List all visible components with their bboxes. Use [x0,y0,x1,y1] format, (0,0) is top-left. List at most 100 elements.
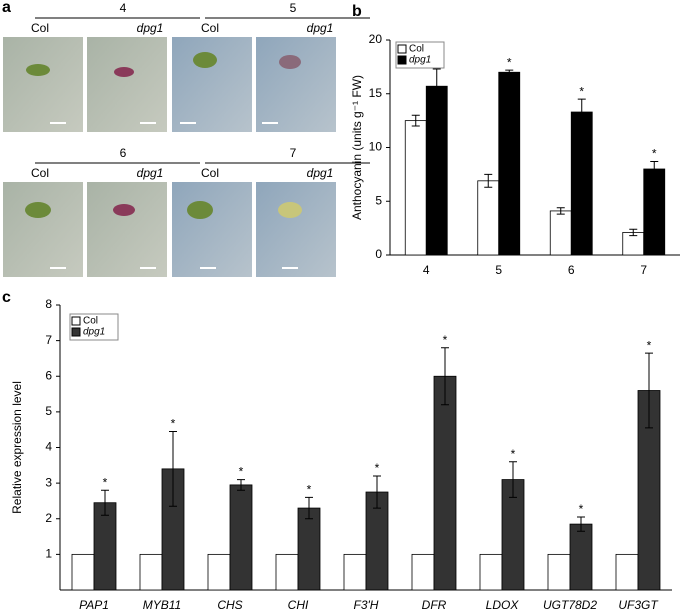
panel-label: a [2,0,11,16]
bar [297,507,321,591]
photo [87,182,167,277]
genotype-label: Col [31,166,49,180]
legend-label: Col [83,316,98,327]
error-bar [484,173,493,188]
genotype-label: dpg1 [307,166,334,180]
y-tick-label: 7 [45,333,52,347]
bar [404,120,427,256]
bar [343,553,367,591]
significance-mark: * [443,333,448,347]
significance-mark: * [307,483,312,497]
day-label: 5 [290,1,297,15]
x-tick-label: 5 [495,263,502,277]
y-tick-label: 5 [375,193,382,207]
bar [71,553,95,591]
error-bar [411,114,420,127]
significance-mark: * [579,502,584,516]
seedlings [25,52,302,219]
y-tick-label: 4 [45,440,52,454]
bar [615,553,639,591]
x-tick-label: UF3GT [618,598,659,612]
y-tick-label: 0 [375,247,382,261]
legend-swatch [71,327,81,337]
bar [425,85,448,256]
legend-label: dpg1 [409,55,431,66]
significance-mark: * [507,55,512,69]
genotype-label: dpg1 [307,21,334,35]
error-bar [650,160,659,178]
bar [570,111,593,256]
error-bar [556,207,565,215]
error-bar [645,352,653,429]
significance-mark: * [511,447,516,461]
bar [275,553,299,591]
photo [3,37,83,132]
genotype-label: dpg1 [137,166,164,180]
significance-mark: * [171,417,176,431]
y-tick-label: 5 [45,404,52,418]
legend-label: dpg1 [83,327,105,338]
scale-bars [50,122,298,269]
photo [256,37,336,132]
error-bar [577,516,585,532]
photo [3,182,83,277]
error-bar [505,69,514,75]
bar [433,375,457,591]
genotype-label: dpg1 [137,21,164,35]
significance-mark: * [652,147,657,161]
error-bar [577,98,586,126]
panel-label: b [352,3,362,20]
x-tick-label: LDOX [486,598,520,612]
bar [479,553,503,591]
y-tick-label: 20 [369,32,383,46]
x-tick-label: PAP1 [79,598,109,612]
significance-mark: * [239,465,244,479]
bar [569,523,593,591]
x-tick-label: 6 [568,263,575,277]
error-bar [629,228,638,237]
significance-mark: * [375,461,380,475]
genotype-label: Col [201,166,219,180]
legend-swatch [397,44,407,54]
photo [87,37,167,132]
significance-mark: * [103,475,108,489]
y-tick-label: 15 [369,86,383,100]
error-bar [305,496,313,520]
x-tick-label: 4 [423,263,430,277]
panel-label: c [2,289,11,306]
legend-swatch [397,55,407,65]
bar [93,502,117,591]
significance-mark: * [647,338,652,352]
x-tick-label: 7 [640,263,647,277]
y-tick-label: 3 [45,475,52,489]
significance-mark: * [579,84,584,98]
y-axis-label: Relative expression level [10,381,24,514]
bar [549,210,572,256]
photo-panel [3,37,336,277]
bar [207,553,231,591]
error-bar [373,475,381,509]
day-label: 4 [120,1,127,15]
bar [498,71,521,256]
error-bar [441,347,449,406]
legend-swatch [71,316,81,326]
genotype-label: Col [31,21,49,35]
y-tick-label: 10 [369,140,383,154]
x-tick-label: DFR [422,598,447,612]
bar [139,553,163,591]
bar [229,484,253,591]
photo [172,182,252,277]
day-label: 7 [290,146,297,160]
bar [643,168,666,256]
x-tick-label: CHS [217,598,242,612]
y-axis-label: Anthocyanin (units g⁻¹ FW) [350,75,364,220]
error-bar [237,479,245,491]
error-bar [169,430,177,507]
y-tick-label: 6 [45,368,52,382]
x-tick-label: MYB11 [143,598,181,612]
x-tick-label: UGT78D2 [543,598,597,612]
x-tick-label: CHI [288,598,309,612]
